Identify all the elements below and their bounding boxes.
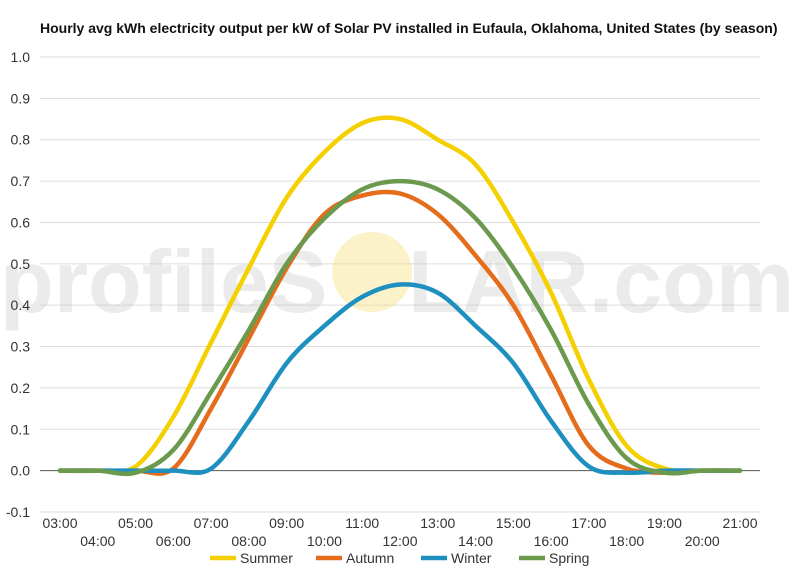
- y-tick-label: 0.3: [11, 339, 31, 355]
- x-tick-label: 21:00: [722, 515, 757, 531]
- x-tick-label: 20:00: [685, 533, 720, 549]
- y-tick-label: 0.2: [11, 380, 31, 396]
- x-tick-label: 08:00: [231, 533, 266, 549]
- x-tick-label: 06:00: [156, 533, 191, 549]
- x-tick-label: 09:00: [269, 515, 304, 531]
- chart-title: Hourly avg kWh electricity output per kW…: [40, 20, 777, 36]
- y-axis-ticks: -0.1 0.0 0.1 0.2 0.3 0.4 0.5 0.6 0.7 0.8 0.9 1.0: [6, 49, 30, 520]
- x-tick-label: 13:00: [420, 515, 455, 531]
- series-line-summer: [57, 115, 743, 474]
- watermark-left: profileS: [0, 232, 328, 331]
- x-tick-label: 11:00: [345, 515, 379, 531]
- x-tick-label: 07:00: [194, 515, 229, 531]
- x-tick-label: 05:00: [118, 515, 153, 531]
- x-tick-label: 19:00: [647, 515, 682, 531]
- y-tick-label: 0.0: [11, 463, 31, 479]
- y-tick-label: -0.1: [6, 504, 30, 520]
- x-tick-label: 14:00: [458, 533, 493, 549]
- y-tick-label: 0.6: [11, 214, 31, 230]
- legend-label-spring: Spring: [549, 550, 589, 566]
- watermark: profileS LAR.com: [0, 232, 794, 331]
- y-tick-label: 1.0: [11, 49, 31, 65]
- series-line-winter: [57, 282, 743, 476]
- x-tick-label: 17:00: [571, 515, 606, 531]
- x-tick-label: 18:00: [609, 533, 644, 549]
- x-tick-label: 15:00: [496, 515, 531, 531]
- x-tick-label: 04:00: [80, 533, 115, 549]
- series-line-spring: [57, 178, 743, 477]
- legend-label-summer: Summer: [240, 550, 293, 566]
- series: [57, 115, 743, 477]
- y-tick-label: 0.1: [11, 421, 31, 437]
- legend-label-winter: Winter: [451, 550, 492, 566]
- y-tick-label: 0.5: [11, 256, 31, 272]
- y-tick-label: 0.9: [11, 90, 31, 106]
- x-tick-label: 10:00: [307, 533, 342, 549]
- watermark-sun-icon: [332, 232, 412, 312]
- y-tick-label: 0.7: [11, 173, 31, 189]
- y-tick-label: 0.4: [11, 297, 31, 313]
- x-tick-label: 12:00: [382, 533, 417, 549]
- legend: Summer Autumn Winter Spring: [210, 550, 589, 566]
- y-tick-label: 0.8: [11, 132, 31, 148]
- x-tick-label: 16:00: [534, 533, 569, 549]
- legend-label-autumn: Autumn: [346, 550, 394, 566]
- x-tick-label: 03:00: [42, 515, 77, 531]
- x-axis-ticks: 03:0004:0005:0006:0007:0008:0009:0010:00…: [42, 515, 757, 549]
